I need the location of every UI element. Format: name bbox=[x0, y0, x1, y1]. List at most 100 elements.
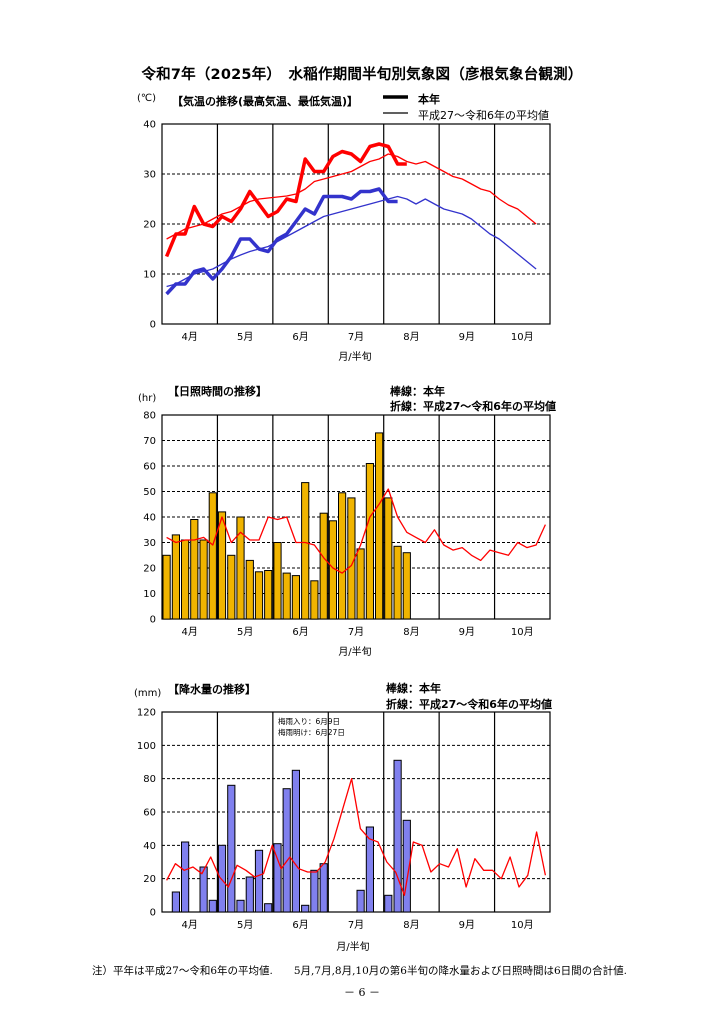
rain-y-tick-label: 60 bbox=[143, 808, 156, 819]
sunshine-bar bbox=[402, 552, 411, 620]
temp-chart-title: 【気温の推移(最高気温、最低気温)】 bbox=[172, 95, 359, 108]
rain-bar bbox=[393, 759, 402, 913]
sunshine-y-tick-label: 70 bbox=[143, 436, 156, 447]
rain-bar bbox=[199, 866, 208, 913]
rain-plot-frame bbox=[161, 711, 551, 913]
rain-legend-bar-label: 棒線：本年 bbox=[386, 682, 441, 695]
rain-bar bbox=[291, 769, 300, 913]
temp-unit: (℃) bbox=[137, 93, 157, 104]
temp-x-tick-label: 5月 bbox=[237, 331, 253, 343]
sunshine-bar bbox=[254, 571, 264, 620]
sunshine-bar bbox=[319, 512, 328, 620]
sunshine-bar bbox=[393, 545, 402, 620]
sunshine-y-tick-label: 80 bbox=[143, 411, 156, 422]
rainy-season-start: 梅雨入り：6月9日 bbox=[278, 717, 341, 726]
temp-y-tick-label: 40 bbox=[143, 120, 156, 131]
sunshine-y-tick-label: 50 bbox=[143, 487, 156, 498]
sunshine-bar bbox=[217, 511, 227, 620]
rain-bar bbox=[356, 889, 365, 913]
temp-min-current-line bbox=[165, 187, 398, 296]
rain-y-tick-label: 80 bbox=[143, 774, 156, 785]
rain-bar bbox=[282, 788, 291, 913]
temp-min-average-line bbox=[166, 195, 537, 288]
rain-x-tick-label: 6月 bbox=[292, 919, 308, 931]
sunshine-unit: (hr) bbox=[138, 393, 157, 404]
sunshine-bar bbox=[356, 548, 365, 620]
rain-bar bbox=[227, 784, 236, 913]
rain-bar bbox=[365, 826, 374, 913]
rain-x-tick-label: 9月 bbox=[459, 919, 475, 931]
sunshine-y-tick-label: 10 bbox=[143, 589, 156, 600]
rain-x-tick-label: 5月 bbox=[237, 919, 253, 931]
sunshine-bar bbox=[338, 492, 347, 620]
rainy-season-end: 梅雨明け：6月27日 bbox=[278, 728, 345, 737]
temp-x-axis-label: 月/半旬 bbox=[338, 352, 372, 363]
sunshine-bar bbox=[181, 539, 190, 620]
rain-y-tick-label: 100 bbox=[137, 741, 156, 752]
sunshine-average-line bbox=[166, 488, 546, 574]
sunshine-bar bbox=[264, 570, 273, 620]
rain-bar bbox=[301, 904, 310, 913]
rain-bar bbox=[208, 899, 217, 913]
temp-x-tick-label: 8月 bbox=[403, 331, 419, 343]
sunshine-bar bbox=[190, 519, 199, 620]
rain-bar bbox=[310, 869, 319, 913]
sunshine-x-tick-label: 7月 bbox=[348, 626, 364, 638]
sunshine-bar bbox=[282, 572, 291, 620]
rain-bar bbox=[402, 819, 411, 913]
rain-y-tick-label: 20 bbox=[143, 874, 156, 885]
sunshine-x-tick-label: 4月 bbox=[182, 626, 198, 638]
sunshine-legend-line-label: 折線：平成27～令和6年の平均値 bbox=[390, 400, 556, 413]
sunshine-y-tick-label: 30 bbox=[143, 538, 156, 549]
rain-bar bbox=[181, 841, 190, 913]
footnote: 注）平年は平成27～令和6年の平均値. 5月,7月,8月,10月の第6半旬の降水… bbox=[92, 965, 627, 977]
rain-legend-line-label: 折線：平成27～令和6年の平均値 bbox=[386, 698, 552, 711]
rain-y-tick-label: 0 bbox=[150, 908, 156, 919]
sunshine-x-tick-label: 6月 bbox=[292, 626, 308, 638]
temp-legend-average-label: 平成27～令和6年の平均値 bbox=[418, 109, 549, 122]
sunshine-plot-frame bbox=[161, 414, 551, 620]
rain-x-tick-label: 7月 bbox=[348, 919, 364, 931]
sunshine-bar bbox=[208, 492, 217, 620]
sunshine-x-tick-label: 9月 bbox=[459, 626, 475, 638]
temp-y-tick-label: 0 bbox=[150, 320, 156, 331]
temp-max-average-line bbox=[166, 153, 537, 240]
sunshine-bar bbox=[171, 534, 181, 620]
sunshine-bar bbox=[375, 432, 384, 620]
rain-bar bbox=[236, 899, 245, 913]
rainy-season-annotation: 梅雨入り：6月9日 梅雨明け：6月27日 bbox=[278, 716, 345, 738]
sunshine-x-tick-label: 8月 bbox=[403, 626, 419, 638]
sunshine-x-tick-label: 5月 bbox=[237, 626, 253, 638]
rain-bar bbox=[319, 863, 328, 913]
rain-bar bbox=[217, 844, 227, 913]
sunshine-bar bbox=[384, 497, 393, 620]
rain-x-tick-label: 4月 bbox=[182, 919, 198, 931]
page-number: － 6 － bbox=[344, 986, 380, 999]
temp-x-tick-label: 9月 bbox=[459, 331, 475, 343]
sunshine-bar bbox=[310, 580, 319, 620]
sunshine-y-tick-label: 0 bbox=[150, 615, 156, 626]
temp-y-tick-label: 30 bbox=[143, 170, 156, 181]
sunshine-y-tick-label: 20 bbox=[143, 564, 156, 575]
temp-y-tick-label: 10 bbox=[143, 270, 156, 281]
temp-x-tick-label: 7月 bbox=[348, 331, 364, 343]
rain-chart-title: 【降水量の推移】 bbox=[168, 683, 256, 696]
rain-average-line bbox=[166, 778, 547, 896]
rain-bar bbox=[254, 849, 264, 913]
temp-max-current-line bbox=[164, 142, 407, 258]
sunshine-bar bbox=[245, 559, 254, 620]
sunshine-bar bbox=[199, 539, 208, 620]
page-title: 令和7年（2025年） 水稲作期間半旬別気象図（彦根気象台観測） bbox=[141, 67, 583, 83]
sunshine-bar bbox=[236, 516, 245, 620]
rain-x-axis-label: 月/半旬 bbox=[336, 942, 370, 953]
temp-y-tick-label: 20 bbox=[143, 220, 156, 231]
sunshine-x-tick-label: 10月 bbox=[511, 626, 534, 638]
sunshine-bar bbox=[162, 554, 171, 620]
rain-bar bbox=[171, 891, 181, 913]
temp-x-tick-label: 4月 bbox=[182, 331, 198, 343]
rain-x-tick-label: 8月 bbox=[403, 919, 419, 931]
temp-x-tick-label: 6月 bbox=[292, 331, 308, 343]
rain-y-tick-label: 40 bbox=[143, 841, 156, 852]
sunshine-chart-title: 【日照時間の推移】 bbox=[168, 385, 267, 398]
